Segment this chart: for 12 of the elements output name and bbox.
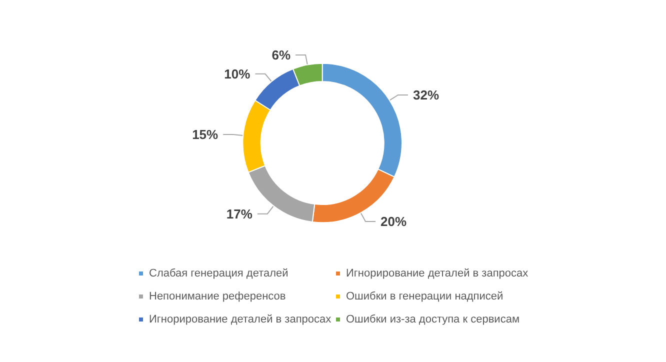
data-label: 32% <box>413 87 440 102</box>
legend-label: Слабая генерация деталей <box>149 268 288 280</box>
data-label: 10% <box>224 66 251 82</box>
legend-label: Непонимание референсов <box>149 290 286 302</box>
data-label: 20% <box>380 214 407 230</box>
data-label: 15% <box>192 127 219 142</box>
legend-label: Игнорирование деталей в запросах <box>346 268 529 280</box>
data-label: 17% <box>226 206 253 222</box>
legend-label: Игнорирование деталей в запросах <box>149 314 332 326</box>
data-label: 6% <box>272 47 291 62</box>
legend-label: Ошибки в генерации надписей <box>346 290 504 302</box>
legend-label: Ошибки из-за доступа к сервисам <box>346 314 520 326</box>
